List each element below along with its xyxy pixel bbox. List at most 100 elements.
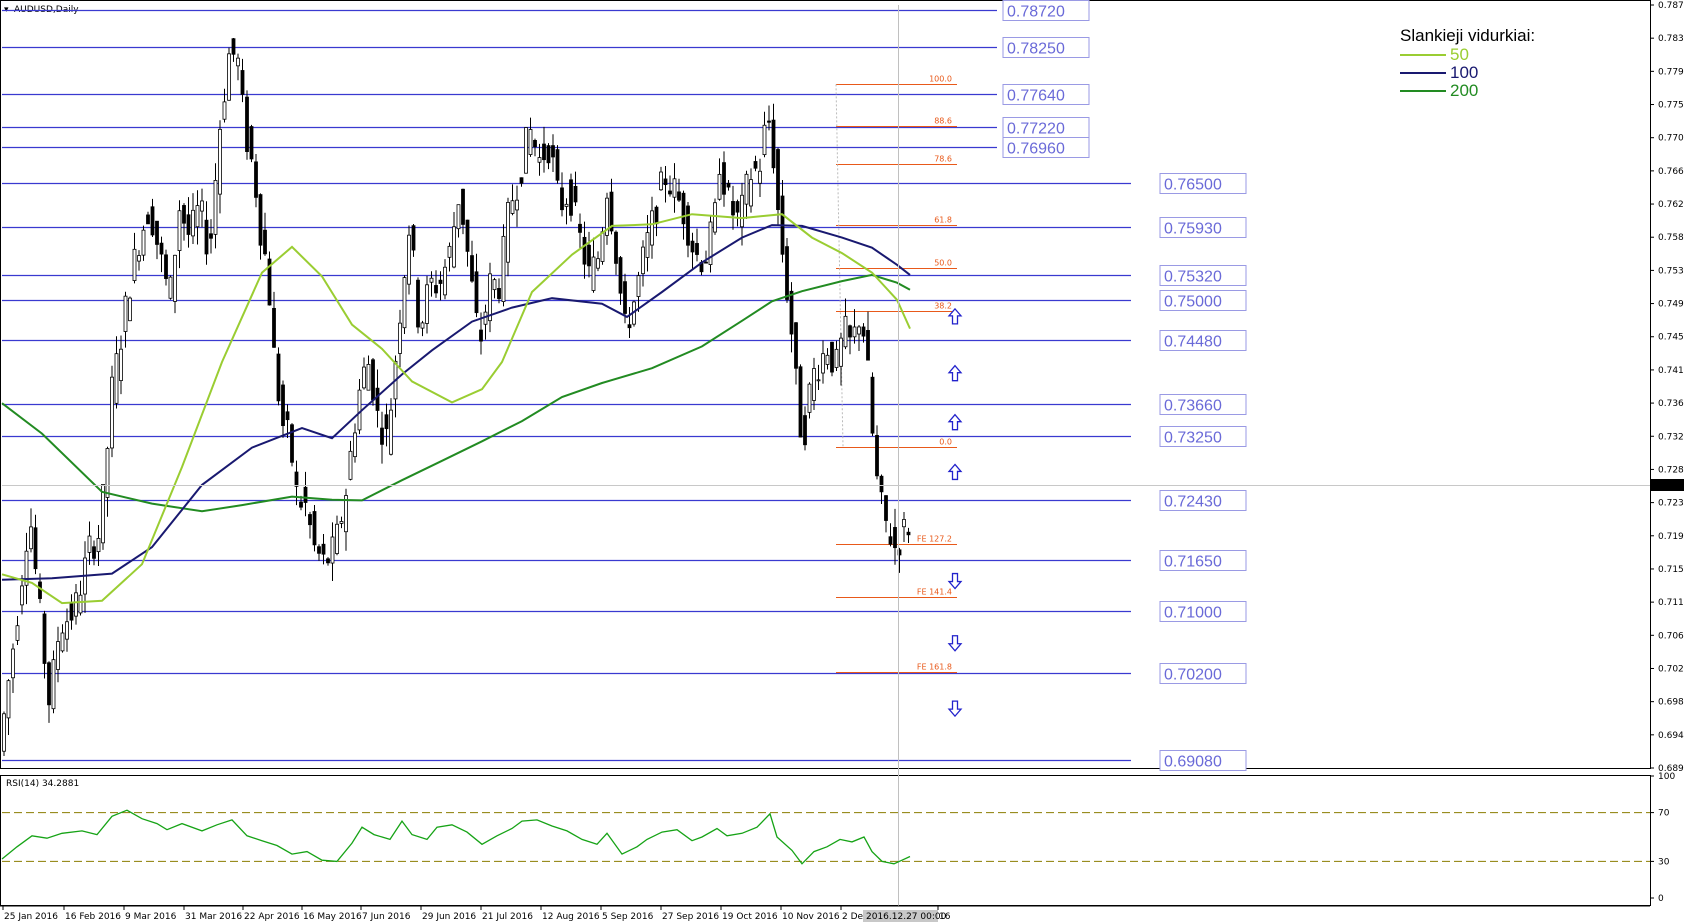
- candle-body: [389, 409, 393, 455]
- candle-body: [213, 180, 218, 235]
- fib-label: 88.6: [934, 117, 952, 126]
- candle-body: [380, 427, 384, 445]
- candle-body: [537, 157, 542, 163]
- candle-body: [879, 475, 884, 493]
- candle-body: [141, 229, 146, 256]
- level-label: 0.76960: [1007, 141, 1065, 158]
- candle-body: [222, 101, 227, 120]
- level-label-box: [1159, 290, 1247, 311]
- level-label: 0.71650: [1164, 554, 1222, 571]
- y-tick-label: 0.72390: [1658, 499, 1684, 509]
- candle-body: [60, 632, 65, 652]
- candle-body: [555, 149, 560, 181]
- y-tick-label: 0.77940: [1658, 67, 1684, 77]
- candle-body: [182, 205, 186, 224]
- candle-body: [240, 70, 245, 95]
- candle-body: [524, 127, 528, 174]
- candle-body: [852, 326, 857, 338]
- candle-body: [713, 202, 717, 233]
- candle-body: [650, 210, 654, 246]
- candle-body: [749, 179, 753, 207]
- candle-body: [236, 57, 240, 67]
- level-label-box: [1002, 137, 1090, 158]
- x-tick-label: 29 Jun 2016: [422, 912, 476, 922]
- candle-body: [155, 220, 159, 245]
- candle-body: [308, 514, 312, 526]
- candle-body: [69, 602, 74, 621]
- candle-body: [200, 200, 204, 212]
- x-tick-label: 9 Mar 2016: [125, 912, 177, 922]
- candle-body: [101, 484, 105, 544]
- candle-body: [492, 279, 497, 291]
- candle-body: [452, 226, 456, 268]
- candle-body: [479, 329, 483, 342]
- candle-body: [65, 621, 69, 640]
- y-tick-label: 0.70260: [1658, 664, 1684, 674]
- candle-body: [672, 178, 677, 198]
- level-label: 0.71000: [1164, 605, 1222, 622]
- level-label-box: [1159, 217, 1247, 238]
- level-label: 0.77640: [1007, 88, 1065, 105]
- x-tick-label: 16: [939, 912, 951, 922]
- candle-body: [596, 258, 600, 269]
- candle-body: [371, 359, 375, 401]
- candle-body: [281, 384, 285, 427]
- candle-body: [438, 279, 443, 284]
- candle-body: [663, 178, 668, 186]
- level-label-box: [1159, 265, 1247, 286]
- ma100-line: [1, 224, 911, 581]
- x-tick-label: 21 Jul 2016: [482, 912, 533, 922]
- level-label-box: [1002, 84, 1090, 105]
- y-tick-label: 0.76230: [1658, 200, 1684, 210]
- up-arrow-icon: [947, 413, 963, 431]
- candle-body: [506, 202, 510, 263]
- y-tick-label: 0.77080: [1658, 134, 1684, 144]
- level-label-box: [1159, 490, 1247, 511]
- y-tick-label: 0.71970: [1658, 532, 1684, 542]
- candle-body: [677, 191, 681, 201]
- candle-body: [11, 648, 15, 679]
- level-label-box: [1159, 750, 1247, 771]
- candle-body: [861, 326, 866, 337]
- down-arrow-icon: [947, 635, 963, 652]
- up-arrow-icon: [947, 463, 963, 481]
- candle-body: [110, 376, 114, 449]
- level-label: 0.69080: [1164, 754, 1222, 771]
- candle-body: [231, 38, 236, 55]
- y-tick-label: 0.78360: [1658, 34, 1684, 44]
- candle-body: [843, 315, 848, 348]
- candle-body: [834, 348, 839, 368]
- candle-body: [348, 450, 353, 480]
- candle-body: [164, 254, 168, 279]
- rsi-pane-frame: [0, 775, 1651, 906]
- candle-body: [465, 219, 470, 252]
- candle-body: [416, 279, 420, 328]
- fib-label: FE 127.2: [917, 535, 952, 544]
- candle-body: [618, 257, 623, 294]
- level-label: 0.78250: [1007, 41, 1065, 58]
- candle-body: [168, 276, 173, 299]
- candle-body: [825, 354, 830, 365]
- y-tick-label: 0.72820: [1658, 465, 1684, 475]
- candle-body: [668, 190, 672, 195]
- candle-body: [294, 471, 299, 487]
- y-tick-label: 0.73670: [1658, 399, 1684, 409]
- y-tick-label: 0.74100: [1658, 366, 1684, 376]
- y-tick-label: 0.73240: [1658, 432, 1684, 442]
- candle-body: [362, 366, 366, 389]
- level-label: 0.75930: [1164, 221, 1222, 238]
- candle-body: [731, 201, 735, 216]
- candle-body: [744, 173, 749, 205]
- candle-body: [299, 501, 303, 508]
- candle-body: [776, 149, 780, 211]
- candle-body: [402, 277, 407, 329]
- candle-body: [384, 414, 389, 430]
- rsi-line: [1, 809, 911, 865]
- candle-body: [132, 248, 137, 281]
- candle-body: [357, 389, 362, 431]
- candle-body: [573, 185, 578, 203]
- candle-body: [758, 170, 762, 184]
- candle-body: [875, 435, 879, 477]
- candle-body: [546, 145, 551, 164]
